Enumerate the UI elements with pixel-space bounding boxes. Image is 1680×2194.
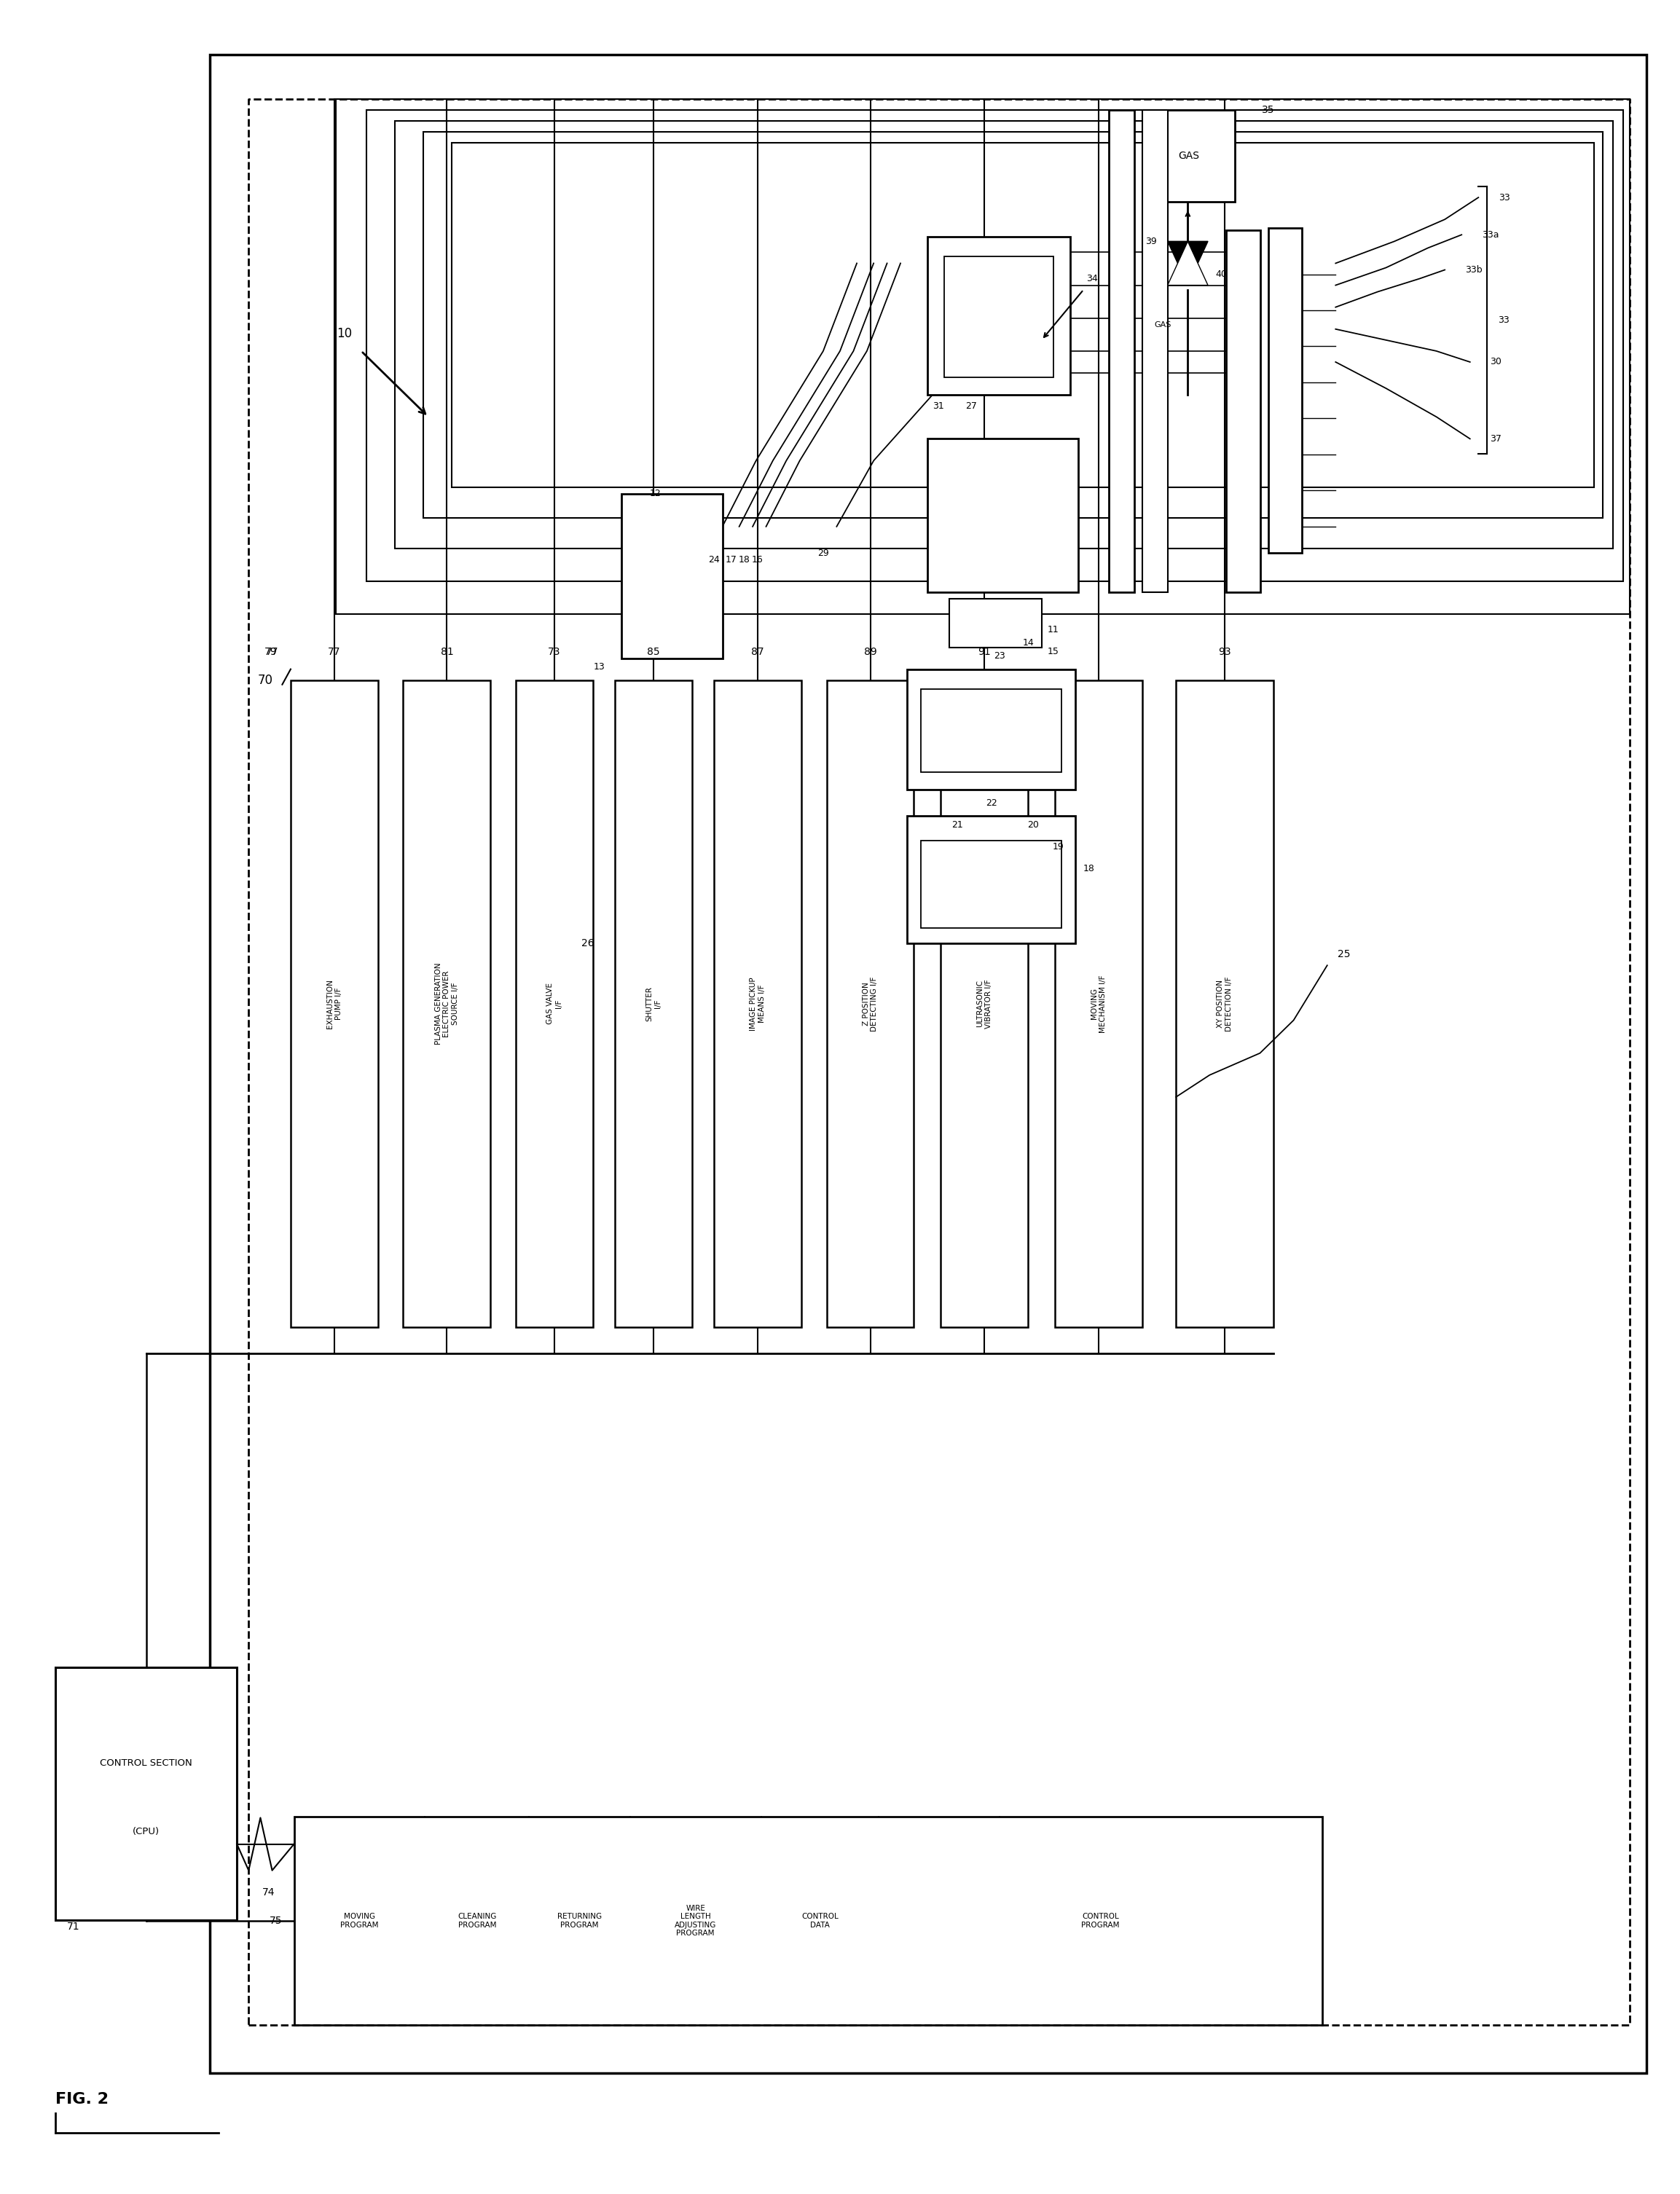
Bar	[921, 689, 1062, 772]
Text: 20: 20	[1028, 821, 1038, 829]
Text: 81: 81	[440, 647, 454, 656]
Text: GAS: GAS	[1154, 320, 1171, 329]
Text: MOVING
MECHANISM I/F: MOVING MECHANISM I/F	[1090, 974, 1107, 1033]
Text: 74: 74	[262, 1887, 276, 1898]
Bar	[927, 439, 1079, 592]
Text: 37: 37	[1490, 434, 1502, 443]
Text: 31: 31	[932, 402, 944, 410]
Text: 30: 30	[1490, 358, 1502, 366]
Bar	[827, 680, 914, 1327]
Text: 33: 33	[1499, 193, 1510, 202]
Bar	[294, 1817, 1322, 2025]
Text: CONTROL
PROGRAM: CONTROL PROGRAM	[1082, 1913, 1119, 1929]
Text: SHUTTER
I/F: SHUTTER I/F	[645, 987, 662, 1020]
Bar	[210, 55, 1646, 2073]
Text: 18: 18	[1084, 864, 1094, 873]
Bar	[941, 680, 1028, 1327]
Bar	[615, 680, 692, 1327]
Text: 27: 27	[966, 402, 976, 410]
Text: 39: 39	[1146, 237, 1156, 246]
Text: 26: 26	[581, 939, 595, 948]
Bar	[907, 669, 1075, 790]
Text: WIRE
LENGTH
ADJUSTING
PROGRAM: WIRE LENGTH ADJUSTING PROGRAM	[675, 1904, 716, 1937]
Text: 40: 40	[1216, 270, 1226, 279]
Text: 15: 15	[1048, 647, 1058, 656]
Bar	[55, 1667, 237, 1920]
Text: 25: 25	[1337, 950, 1351, 959]
Text: RETURNING
PROGRAM: RETURNING PROGRAM	[558, 1913, 601, 1929]
Text: 21: 21	[953, 821, 963, 829]
Text: 77: 77	[265, 647, 279, 656]
Bar	[622, 494, 722, 658]
Text: 87: 87	[751, 647, 764, 656]
Text: MOVING
PROGRAM: MOVING PROGRAM	[341, 1913, 378, 1929]
Text: CONTROL SECTION: CONTROL SECTION	[101, 1760, 192, 1768]
Text: (CPU): (CPU)	[133, 1828, 160, 1836]
Text: 70: 70	[257, 674, 274, 687]
Bar	[423, 132, 1603, 518]
Text: 24: 24	[709, 555, 719, 564]
Bar	[927, 237, 1070, 395]
Text: 22: 22	[986, 799, 996, 807]
Bar	[921, 840, 1062, 928]
Text: 33a: 33a	[1482, 230, 1499, 239]
Bar	[336, 99, 1630, 614]
Text: 23: 23	[995, 652, 1005, 660]
Bar	[1109, 110, 1134, 592]
Bar	[1055, 680, 1142, 1327]
Bar	[1226, 230, 1260, 592]
Text: 77: 77	[328, 647, 341, 656]
Text: 17: 17	[726, 555, 736, 564]
Bar	[366, 110, 1623, 581]
Bar	[1176, 680, 1273, 1327]
Text: 91: 91	[978, 647, 991, 656]
Text: Z POSITION
DETECTING I/F: Z POSITION DETECTING I/F	[862, 976, 879, 1031]
Text: 33: 33	[1499, 316, 1509, 325]
Bar	[944, 257, 1053, 377]
Bar	[714, 680, 801, 1327]
Bar	[1268, 228, 1302, 553]
Text: 11: 11	[1048, 625, 1058, 634]
Text: 16: 16	[753, 555, 763, 564]
Text: XY POSITION
DETECTION I/F: XY POSITION DETECTION I/F	[1216, 976, 1233, 1031]
Text: GAS: GAS	[1178, 151, 1200, 160]
Text: 73: 73	[548, 647, 561, 656]
Text: 33b: 33b	[1465, 265, 1482, 274]
Text: 19: 19	[1053, 842, 1063, 851]
Polygon shape	[1168, 241, 1208, 285]
Text: 35: 35	[1262, 105, 1275, 114]
Text: 71: 71	[67, 1922, 81, 1931]
Text: 93: 93	[1218, 647, 1231, 656]
Text: 79: 79	[264, 647, 277, 656]
Text: CLEANING
PROGRAM: CLEANING PROGRAM	[457, 1913, 497, 1929]
Text: GAS VALVE
I/F: GAS VALVE I/F	[546, 983, 563, 1025]
Bar	[1142, 110, 1168, 592]
Text: 85: 85	[647, 647, 660, 656]
Text: 29: 29	[818, 548, 828, 557]
Polygon shape	[1168, 241, 1208, 285]
Text: CONTROL
DATA: CONTROL DATA	[801, 1913, 838, 1929]
Text: IMAGE PICKUP
MEANS I/F: IMAGE PICKUP MEANS I/F	[749, 976, 766, 1031]
Text: 18: 18	[739, 555, 749, 564]
Text: 34: 34	[1087, 274, 1097, 283]
Text: FIG. 2: FIG. 2	[55, 2091, 109, 2106]
Text: 89: 89	[864, 647, 877, 656]
Text: ULTRASONIC
VIBRATOR I/F: ULTRASONIC VIBRATOR I/F	[976, 979, 993, 1029]
Text: 12: 12	[650, 489, 660, 498]
Bar	[403, 680, 491, 1327]
Text: PLASMA GENERATION
ELECTRIC POWER
SOURCE I/F: PLASMA GENERATION ELECTRIC POWER SOURCE …	[435, 963, 459, 1044]
Bar	[907, 816, 1075, 943]
Text: 75: 75	[269, 1915, 282, 1926]
Bar	[516, 680, 593, 1327]
Bar	[949, 599, 1042, 647]
Bar	[291, 680, 378, 1327]
Text: 13: 13	[593, 663, 605, 671]
Text: 10: 10	[336, 327, 353, 340]
Bar	[395, 121, 1613, 548]
Text: EXHAUSTION
PUMP I/F: EXHAUSTION PUMP I/F	[326, 979, 343, 1029]
Bar	[1142, 110, 1235, 202]
Text: 14: 14	[1023, 638, 1033, 647]
Bar	[452, 143, 1594, 487]
